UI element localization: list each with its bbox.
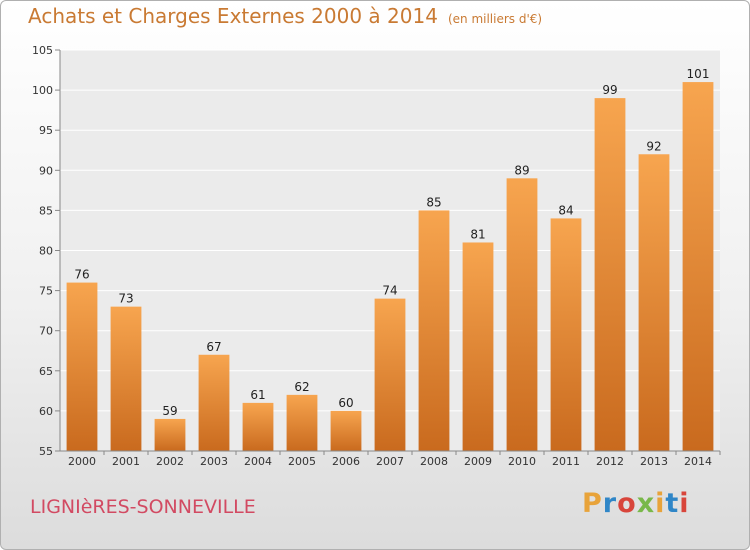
y-tick-label: 55 [39, 445, 53, 458]
data-labels: 76 73 59 67 61 62 60 74 85 81 89 84 99 92 101 [74, 67, 709, 418]
x-tick-label: 2009 [464, 455, 492, 468]
bar-2003 [198, 354, 230, 451]
logo-letter: t [665, 488, 680, 519]
data-label: 73 [118, 292, 133, 306]
bar-2005 [286, 394, 318, 451]
x-tick-label: 2002 [156, 455, 184, 468]
y-tick-label: 85 [39, 204, 53, 217]
bar-2013 [638, 154, 670, 451]
x-tick-label: 2010 [508, 455, 536, 468]
data-label: 101 [687, 67, 710, 81]
x-tick-label: 2007 [376, 455, 404, 468]
data-label: 76 [74, 268, 89, 282]
x-tick-label: 2008 [420, 455, 448, 468]
bar-2011 [550, 218, 582, 451]
commune-name: LIGNIèRES-SONNEVILLE [30, 496, 256, 518]
bar-2006 [330, 410, 362, 451]
y-tick-label: 60 [39, 405, 53, 418]
y-tick-label: 70 [39, 325, 53, 338]
x-tick-label: 2005 [288, 455, 316, 468]
bar-2004 [242, 402, 274, 451]
logo-letter: i [679, 488, 690, 519]
logo-letter: o [617, 488, 637, 519]
bar-2002 [154, 418, 186, 451]
x-tick-label: 2011 [552, 455, 580, 468]
data-label: 89 [514, 163, 529, 177]
x-tick-label: 2003 [200, 455, 228, 468]
x-tick-label: 2004 [244, 455, 272, 468]
logo-letter: r [602, 488, 618, 519]
bar-2001 [110, 306, 142, 451]
y-tick-label: 75 [39, 285, 53, 298]
y-tick-label: 80 [39, 245, 53, 258]
bar-2009 [462, 242, 494, 451]
y-tick-label: 65 [39, 365, 53, 378]
x-tick-label: 2006 [332, 455, 360, 468]
x-tick-label: 2000 [68, 455, 96, 468]
data-label: 67 [206, 340, 221, 354]
bar-2012 [594, 98, 626, 452]
data-label: 60 [338, 396, 353, 410]
bar-2008 [418, 210, 450, 451]
bars [66, 82, 714, 452]
data-label: 84 [558, 203, 573, 217]
data-label: 92 [646, 139, 661, 153]
data-label: 61 [250, 388, 265, 402]
proxiti-logo: Proxiti [582, 488, 690, 519]
data-label: 59 [162, 404, 177, 418]
x-tick-label: 2014 [684, 455, 712, 468]
unit-label: (en milliers d'€) [447, 12, 543, 26]
data-label: 99 [602, 83, 617, 97]
logo-letter: i [655, 488, 666, 519]
y-tick-label: 90 [39, 164, 53, 177]
x-tick-label: 2012 [596, 455, 624, 468]
logo-letter: x [636, 488, 656, 519]
y-tick-label: 105 [32, 44, 53, 57]
data-label: 85 [426, 195, 441, 209]
data-label: 74 [382, 284, 397, 298]
bar-2010 [506, 178, 538, 451]
y-tick-label: 100 [32, 84, 53, 97]
title-text: Achats et Charges Externes 2000 à 2014 [28, 4, 438, 28]
data-label: 81 [470, 227, 485, 241]
x-tick-label: 2013 [640, 455, 668, 468]
logo-letter: P [582, 488, 603, 519]
bar-2000 [66, 282, 98, 451]
y-tick-label: 95 [39, 124, 53, 137]
data-label: 62 [294, 380, 309, 394]
bar-2007 [374, 298, 406, 451]
x-tick-label: 2001 [112, 455, 140, 468]
chart-title: Achats et Charges Externes 2000 à 2014 (e… [28, 4, 542, 28]
axes: 55 60 65 70 75 80 85 90 95 100 105 2000 2001 2002 2003… [32, 44, 721, 468]
bar-2014 [682, 82, 714, 451]
